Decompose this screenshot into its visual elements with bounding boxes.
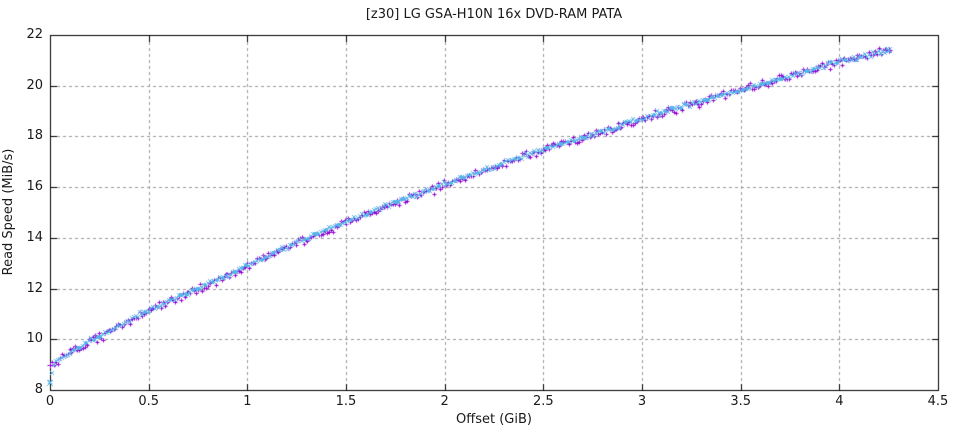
y-axis-label: Read Speed (MiB/s) [1, 148, 16, 276]
x-tick-label: 4.5 [927, 394, 949, 409]
x-tick-label: 2 [440, 394, 449, 409]
y-tick-label: 22 [26, 27, 43, 42]
x-tick-label: 0.5 [138, 394, 159, 409]
y-tick-label: 14 [26, 229, 43, 245]
y-tick-label: 8 [34, 382, 43, 397]
x-tick-label: 3.5 [730, 394, 751, 409]
x-tick-label: 0 [45, 394, 55, 409]
x-tick-label: 4 [835, 394, 844, 409]
x-tick-label: 1 [243, 394, 252, 409]
y-tick-label: 16 [26, 179, 43, 195]
x-axis-label: Offset (GiB) [456, 412, 532, 427]
y-tick-label: 20 [26, 77, 43, 93]
x-tick-label: 1.5 [335, 394, 357, 409]
chart-title: [z30] LG GSA-H10N 16x DVD-RAM PATA [365, 7, 623, 22]
y-tick-label: 12 [26, 280, 43, 296]
y-tick-label: 18 [26, 128, 43, 144]
x-tick-label: 3 [637, 394, 647, 409]
x-tick-label: 2.5 [532, 394, 554, 409]
y-tick-label: 10 [26, 331, 43, 347]
